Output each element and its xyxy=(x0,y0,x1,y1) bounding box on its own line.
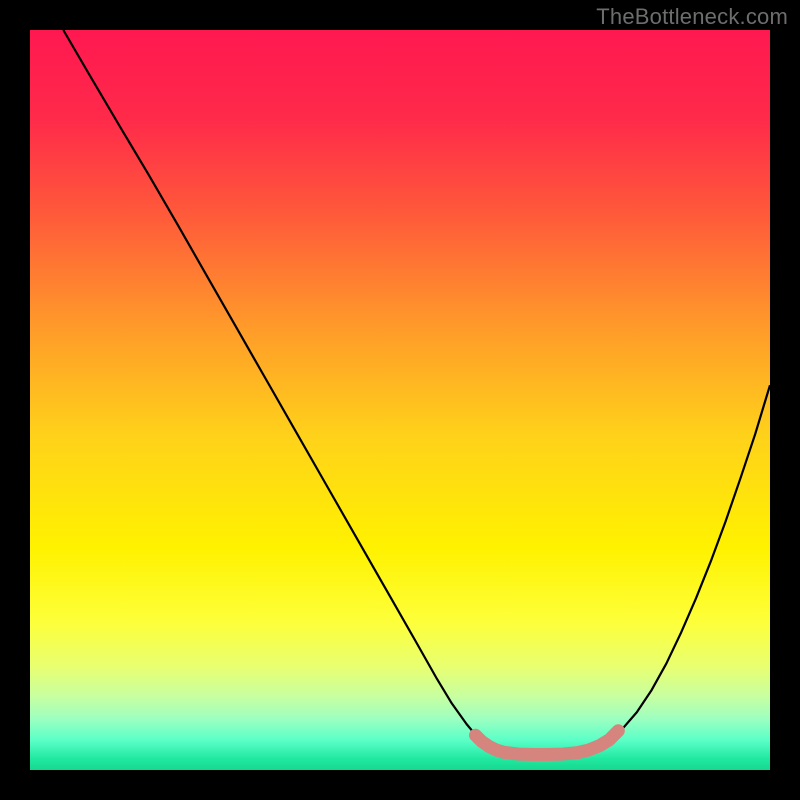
plot-area xyxy=(30,30,770,770)
plot-svg xyxy=(30,30,770,770)
watermark-text: TheBottleneck.com xyxy=(596,4,788,30)
gradient-background xyxy=(30,30,770,770)
